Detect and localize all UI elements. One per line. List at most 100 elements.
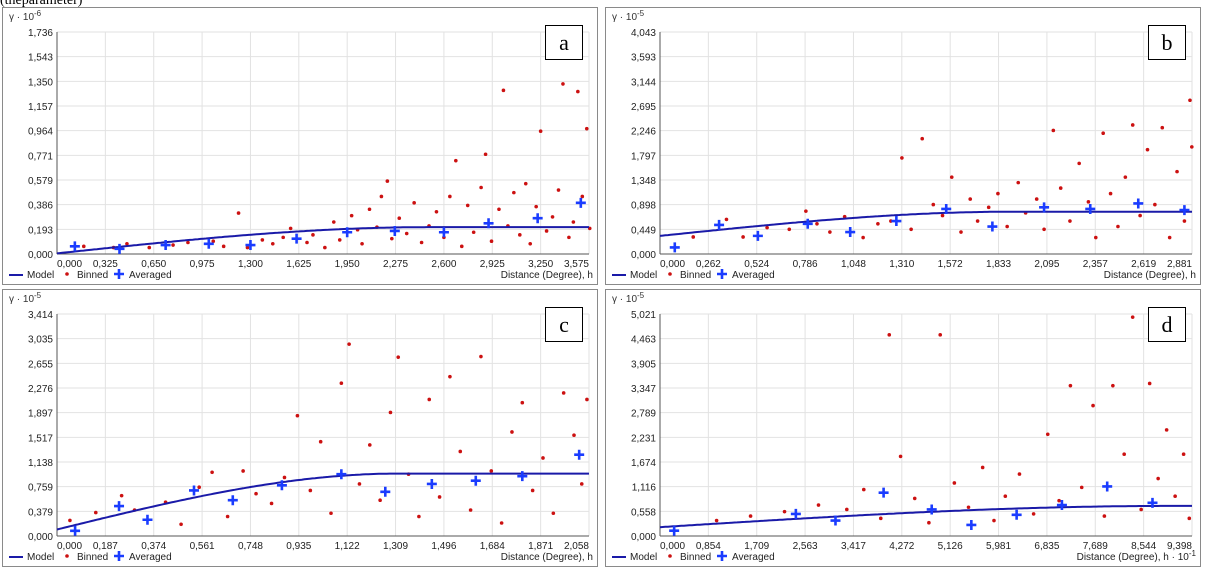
binned-point (295, 413, 300, 418)
binned-point (1175, 169, 1179, 174)
y-tick-label: 2,789 (631, 409, 656, 420)
x-tick-label: 3,250 (528, 259, 553, 270)
chart-svg: γ · 10-5 0,000 0,379 0,759 1,138 1,517 1,897 2,… (9, 291, 593, 563)
binned-point (523, 181, 528, 186)
y-tick-label: 0,000 (28, 250, 53, 261)
binned-point (465, 203, 470, 208)
legend-binned-swatch (65, 272, 69, 276)
binned-point (396, 355, 401, 359)
x-tick-label: 1,048 (841, 259, 866, 270)
x-tick-label: 1,625 (286, 259, 311, 270)
binned-point (1093, 235, 1098, 240)
binned-point (1016, 180, 1021, 185)
y-tick-label: 3,347 (631, 384, 656, 395)
binned-point (434, 209, 439, 214)
x-axis-label: Distance (Degree), h · 10-1 (1077, 549, 1197, 563)
binned-point (119, 493, 124, 498)
x-tick-label: 1,871 (528, 541, 553, 552)
binned-point (787, 227, 792, 232)
binned-point (1091, 403, 1095, 408)
model-curve (56, 472, 589, 531)
binned-point (489, 469, 494, 473)
binned-point (520, 400, 525, 405)
binned-point (940, 213, 945, 218)
y-tick-label: 0,379 (28, 507, 53, 518)
y-tick-label: 0,771 (28, 151, 53, 162)
legend-binned-swatch (668, 272, 672, 276)
x-tick-label: 0,000 (660, 259, 685, 270)
legend-model-label: Model (27, 552, 54, 563)
binned-point (920, 136, 925, 141)
binned-point (861, 235, 865, 240)
averaged-point (160, 240, 171, 251)
binned-point (1130, 315, 1135, 319)
binned-point (518, 233, 522, 237)
binned-point (959, 230, 963, 234)
binned-point (347, 342, 351, 346)
variogram-panel-a: γ · 10-6 0,000 0,193 0,386 0,579 0,771 0,964 1,… (2, 7, 598, 285)
binned-point (996, 191, 1000, 196)
binned-point (308, 488, 313, 493)
legend-averaged-label: Averaged (129, 552, 172, 563)
averaged-point (336, 469, 347, 480)
binned-point (1188, 98, 1192, 103)
binned-point (1156, 476, 1160, 481)
binned-point (534, 204, 538, 209)
binned-point (816, 503, 821, 507)
binned-point (724, 217, 729, 222)
binned-point (360, 241, 364, 246)
binned-point (479, 354, 483, 359)
binned-point (210, 470, 214, 475)
binned-point (815, 221, 819, 226)
binned-point (241, 469, 245, 473)
x-tick-label: 2,925 (480, 259, 505, 270)
binned-point (270, 241, 275, 246)
binned-point (186, 240, 190, 245)
x-tick-label: 1,122 (335, 541, 360, 552)
binned-point (900, 156, 904, 160)
binned-point (845, 507, 849, 512)
binned-point (1153, 202, 1157, 207)
binned-point (949, 175, 954, 179)
x-tick-label: 0,524 (744, 259, 769, 270)
x-tick-label: 0,650 (141, 259, 166, 270)
binned-point (584, 126, 589, 131)
legend-binned-label: Binned (77, 552, 108, 563)
y-tick-label: 0,000 (631, 250, 656, 261)
averaged-point (189, 485, 200, 496)
binned-point (571, 220, 576, 224)
model-curve (659, 504, 1192, 529)
x-tick-label: 1,684 (480, 541, 505, 552)
averaged-point (669, 525, 680, 536)
y-tick-label: 0,579 (28, 176, 53, 187)
y-tick-label: 3,414 (28, 310, 53, 321)
x-axis-label: Distance (Degree), h (501, 552, 593, 563)
binned-point (331, 220, 336, 224)
legend-averaged-swatch (717, 551, 727, 561)
averaged-point (69, 241, 80, 252)
binned-point (479, 185, 483, 190)
binned-point (260, 238, 265, 242)
binned-point (714, 518, 719, 523)
x-tick-label: 0,262 (696, 259, 721, 270)
y-tick-label: 3,593 (631, 53, 656, 64)
averaged-point (483, 218, 494, 229)
binned-point (1182, 219, 1187, 223)
binned-point (483, 152, 488, 157)
top-caption: (theparameter) (0, 0, 83, 8)
binned-point (544, 229, 549, 233)
averaged-point (891, 216, 902, 227)
averaged-point (669, 242, 680, 253)
binned-point (1058, 186, 1063, 190)
y-axis-label: γ · 10-5 (9, 291, 42, 305)
binned-point (938, 333, 943, 337)
binned-point (691, 235, 696, 239)
binned-point (1160, 125, 1165, 130)
y-tick-label: 0,386 (28, 201, 53, 212)
binned-point (1031, 512, 1036, 516)
binned-point (927, 520, 931, 525)
legend-model-label: Model (630, 270, 657, 281)
x-tick-label: 0,000 (57, 541, 82, 552)
binned-point (1101, 131, 1105, 135)
legend-binned-label: Binned (77, 270, 108, 281)
